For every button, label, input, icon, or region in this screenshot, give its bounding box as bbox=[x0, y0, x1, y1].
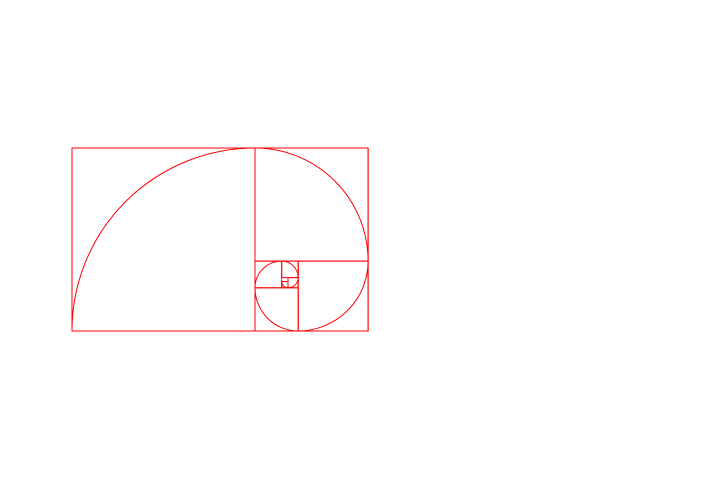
spiral-arc-2 bbox=[254, 147, 369, 262]
spiral-arc-3 bbox=[298, 261, 369, 332]
spiral-arc-5 bbox=[254, 260, 282, 288]
spiral-arc-8 bbox=[281, 281, 289, 289]
spiral-arc-7 bbox=[287, 277, 299, 289]
spiral-arc-6 bbox=[281, 260, 299, 278]
spiral-arc-1 bbox=[71, 147, 256, 332]
spiral-arc-4 bbox=[254, 287, 299, 332]
spiral-arcs bbox=[71, 147, 369, 332]
subdivision-square-8 bbox=[281, 280, 289, 289]
outer-golden-rectangle bbox=[71, 147, 369, 332]
